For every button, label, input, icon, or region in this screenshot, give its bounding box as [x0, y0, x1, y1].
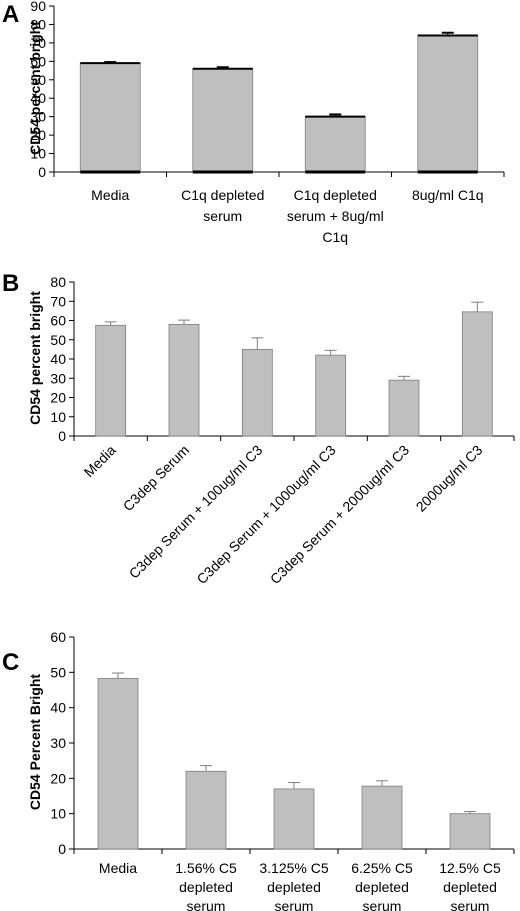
category-label-b: C3dep Serum + 2000ug/ml C3	[267, 442, 412, 587]
bar-a	[304, 116, 366, 173]
y-tick-label-a: 70	[30, 35, 46, 51]
bar-c	[97, 677, 139, 850]
category-label-c: Media	[99, 860, 137, 876]
category-label-line-c: depleted	[443, 879, 497, 895]
bar-b	[388, 379, 420, 437]
y-tick-label-c: 50	[50, 664, 66, 680]
category-label-line-a: C1q	[322, 229, 348, 245]
category-label-line-c: Media	[99, 860, 137, 876]
category-label-c: 3.125% C5 depleted serum	[259, 860, 328, 911]
category-label-line-c: serum	[363, 898, 402, 911]
bar-c	[449, 813, 491, 850]
y-tick-label-b: 30	[50, 370, 66, 386]
category-label-a: Media	[91, 187, 129, 203]
y-tick-label-c: 30	[50, 735, 66, 751]
category-label-b: C3dep Serum + 1000ug/ml C3	[193, 442, 338, 587]
category-label-a: C1q depleted serum	[181, 187, 264, 224]
category-label-c: 6.25% C5 depleted serum	[351, 860, 413, 911]
y-tick-label-a: 80	[30, 16, 46, 32]
y-tick-label-c: 60	[50, 629, 66, 645]
y-tick-label-b: 0	[58, 428, 66, 444]
category-label-line-c: depleted	[179, 879, 233, 895]
category-label-c: 1.56% C5 depleted serum	[175, 860, 237, 911]
y-tick-label-a: 50	[30, 72, 46, 88]
category-label-line-c: 12.5% C5	[439, 860, 501, 876]
category-label-line-a: serum	[203, 208, 242, 224]
y-tick-label-b: 50	[50, 332, 66, 348]
bar-c	[273, 788, 315, 850]
y-tick-label-b: 20	[50, 390, 66, 406]
y-tick-label-a: 40	[30, 90, 46, 106]
y-tick-label-b: 40	[50, 351, 66, 367]
y-axis-label-c: CD54 Percent Bright	[27, 674, 43, 810]
category-label-line-c: 1.56% C5	[175, 860, 237, 876]
y-tick-label-c: 0	[58, 841, 66, 857]
category-label-a: 8ug/ml C1q	[412, 187, 484, 203]
y-tick-label-a: 0	[38, 164, 46, 180]
bar-b	[241, 348, 273, 437]
category-label-b: C3dep Serum	[120, 442, 192, 514]
bar-b	[168, 323, 200, 437]
category-label-b: 2000ug/ml C3	[413, 442, 486, 515]
category-label-line-c: 3.125% C5	[259, 860, 328, 876]
y-tick-label-c: 10	[50, 806, 66, 822]
y-tick-label-b: 80	[50, 274, 66, 290]
category-label-line-a: Media	[91, 187, 129, 203]
category-label-line-c: serum	[187, 898, 226, 911]
category-label-line-c: depleted	[355, 879, 409, 895]
panel-label-a: A	[2, 1, 19, 28]
y-tick-label-a: 20	[30, 127, 46, 143]
panel-label-b: B	[2, 270, 19, 297]
y-axis-label-a: CD54 percent bright	[27, 21, 43, 155]
category-label-line-a: serum + 8ug/ml	[287, 208, 384, 224]
category-label-line-a: C1q depleted	[294, 187, 377, 203]
bar-b	[461, 311, 493, 437]
bar-a	[79, 62, 141, 173]
panel-label-c: C	[2, 649, 19, 676]
y-axis-label-b: CD54 percent bright	[27, 291, 43, 425]
category-label-line-c: serum	[451, 898, 490, 911]
category-label-line-a: C1q depleted	[181, 187, 264, 203]
bar-a	[417, 35, 479, 173]
bar-c	[361, 785, 403, 850]
bar-c	[185, 770, 227, 850]
y-tick-label-b: 60	[50, 313, 66, 329]
y-tick-label-a: 60	[30, 53, 46, 69]
category-label-c: 12.5% C5 depleted serum	[439, 860, 501, 911]
y-tick-label-a: 30	[30, 109, 46, 125]
category-label-line-c: depleted	[267, 879, 321, 895]
category-label-line-c: serum	[275, 898, 314, 911]
y-tick-label-c: 40	[50, 700, 66, 716]
y-tick-label-c: 20	[50, 770, 66, 786]
category-label-a: C1q depleted serum + 8ug/ml C1q	[287, 187, 384, 245]
y-tick-label-a: 90	[30, 0, 46, 14]
category-label-b: Media	[81, 442, 119, 480]
bar-b	[315, 354, 347, 437]
category-label-line-c: 6.25% C5	[351, 860, 413, 876]
y-tick-label-b: 70	[50, 293, 66, 309]
y-tick-label-a: 10	[30, 146, 46, 162]
category-label-b: C3dep Serum + 100ug/ml C3	[126, 442, 266, 582]
category-label-line-a: 8ug/ml C1q	[412, 187, 484, 203]
y-tick-label-b: 10	[50, 409, 66, 425]
bar-a	[192, 68, 254, 173]
bar-b	[95, 324, 127, 437]
